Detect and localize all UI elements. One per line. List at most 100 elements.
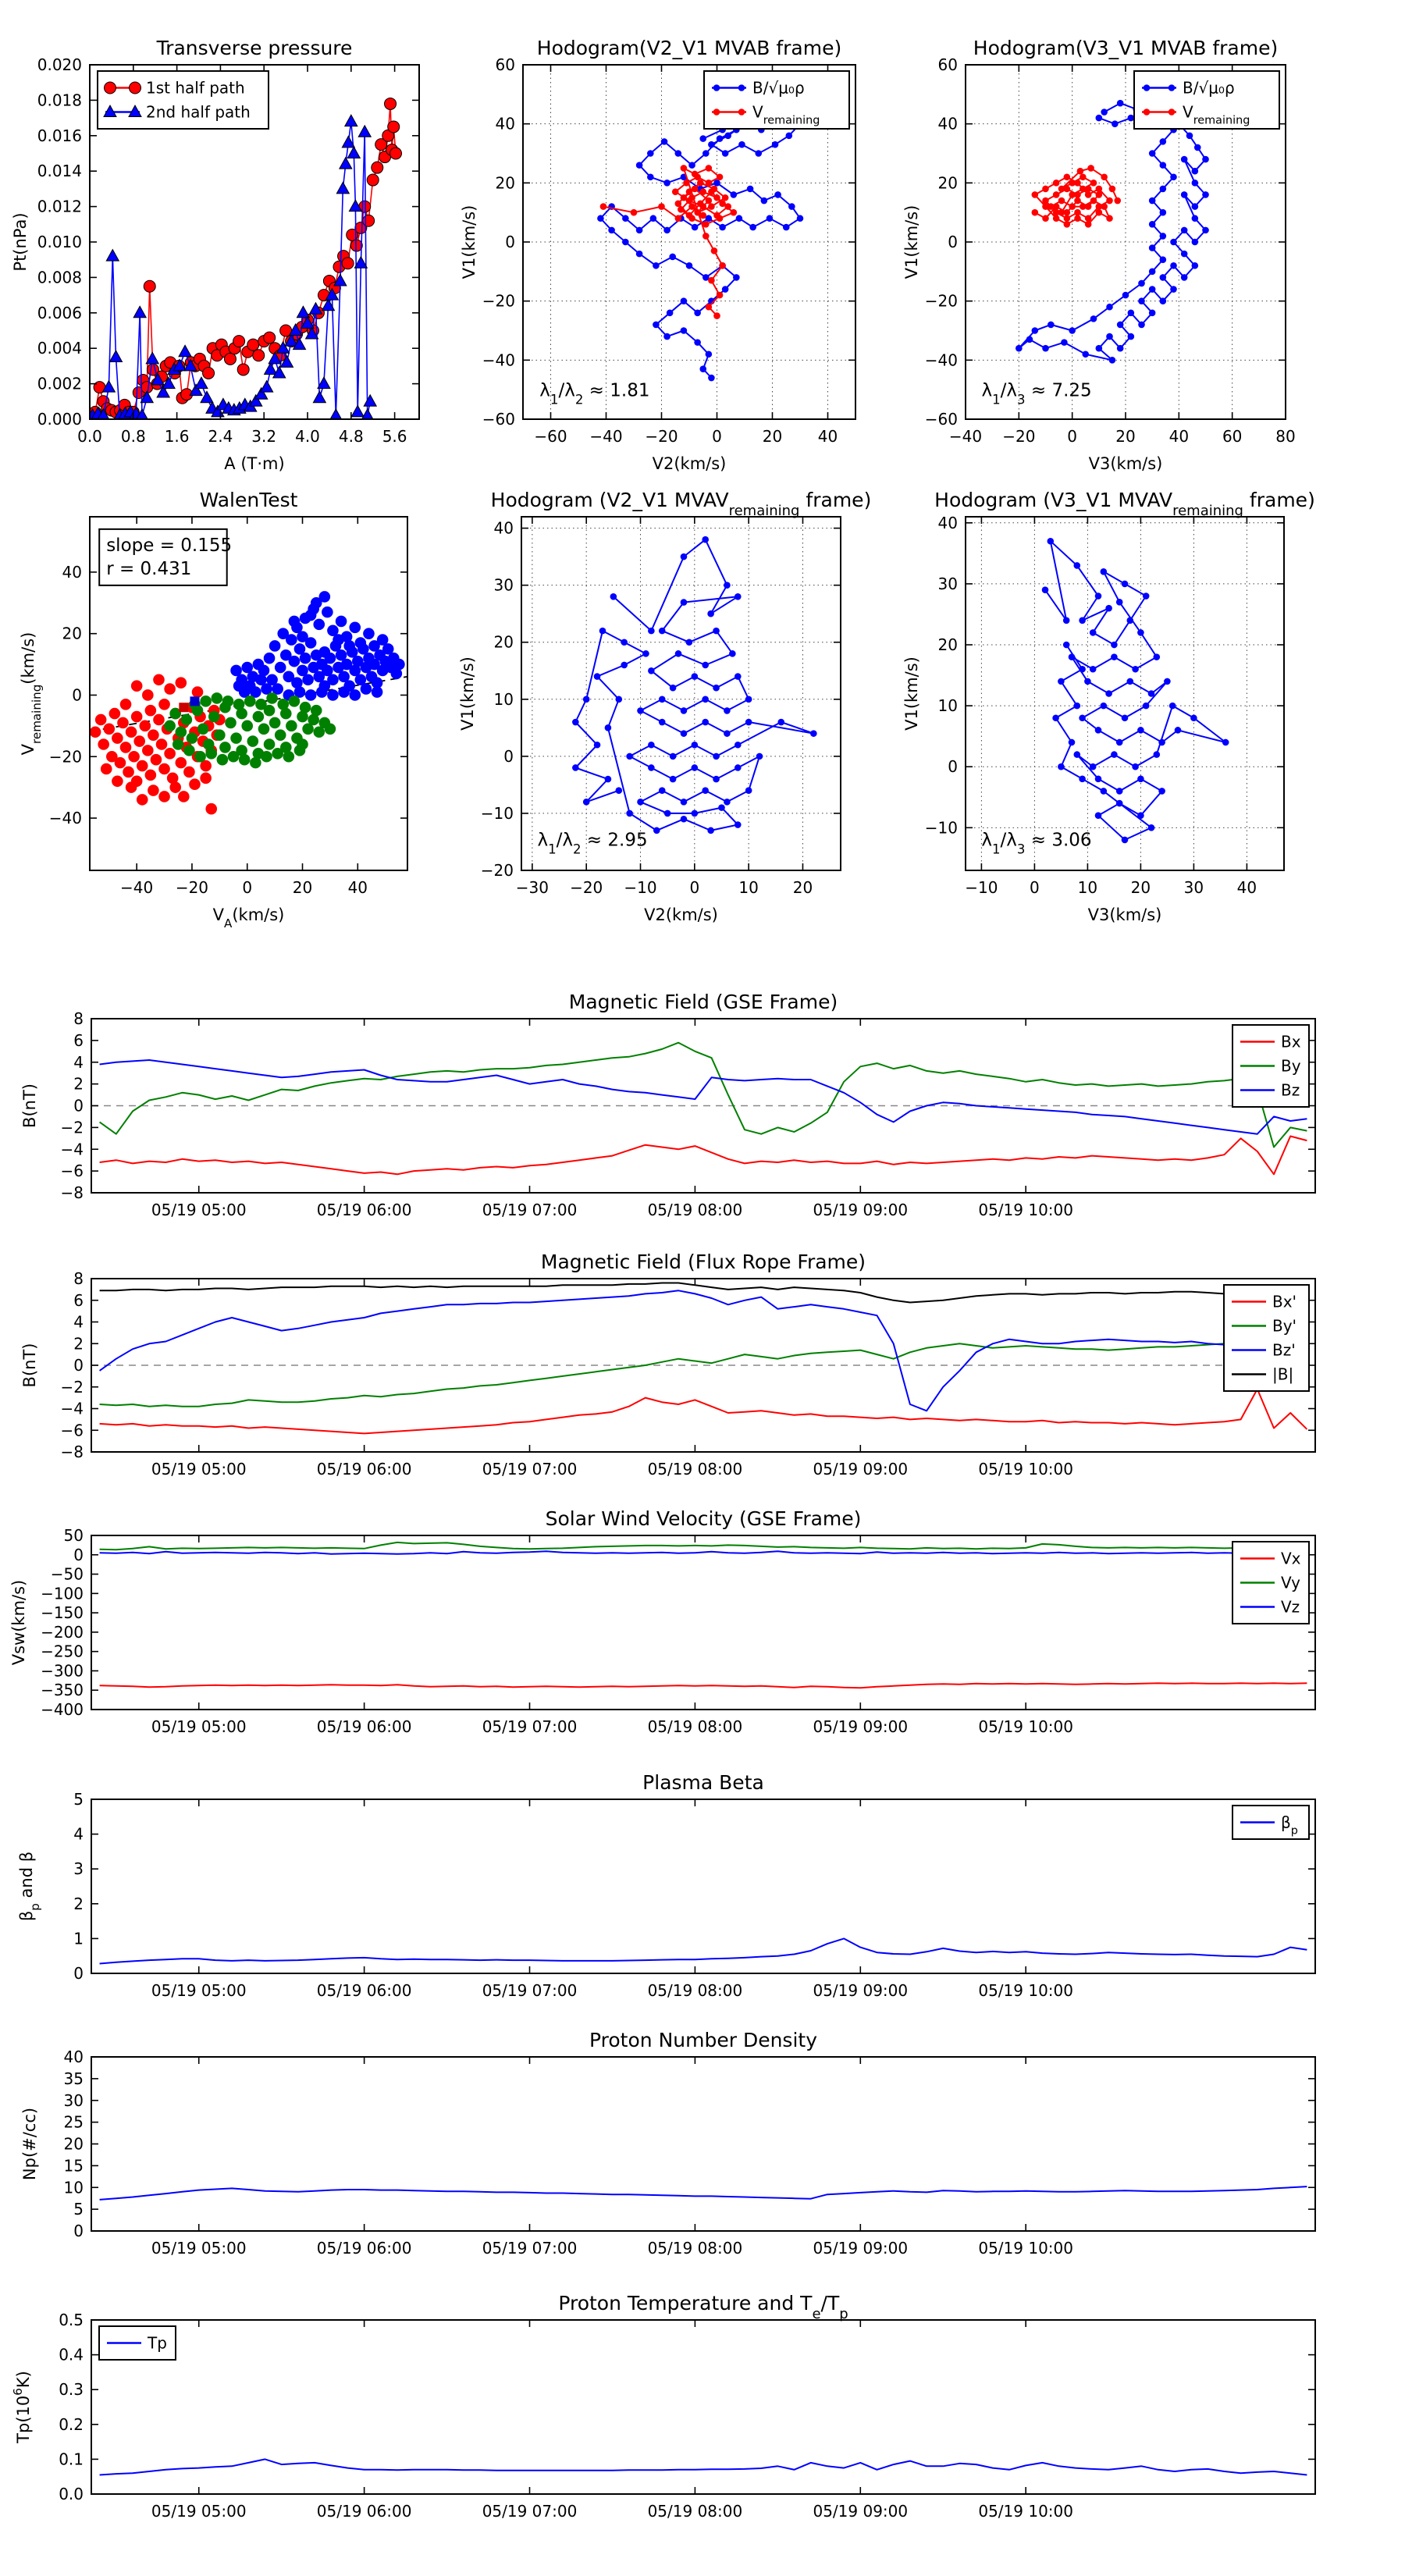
- svg-text:−20: −20: [482, 292, 515, 311]
- p8-legend-label: By': [1272, 1317, 1297, 1336]
- p9-legend-label: Vx: [1281, 1550, 1301, 1568]
- p6-annotation: λ1/λ3 ≈ 3.06: [981, 830, 1091, 856]
- svg-text:40: 40: [938, 115, 958, 133]
- p6-title: Hodogram (V3_V1 MVAVremaining frame): [934, 489, 1315, 519]
- p2-legend-label: B/√μ₀ρ: [752, 79, 805, 98]
- svg-text:−350: −350: [41, 1681, 84, 1699]
- panel-p4: −40 −20 0 20 40 −40 −20 0 20 40 WalenTest VA(km/s) V…: [19, 489, 408, 930]
- svg-text:05/19 05:00: 05/19 05:00: [151, 2502, 247, 2521]
- svg-text:0: 0: [503, 747, 514, 766]
- svg-text:0: 0: [505, 233, 515, 251]
- svg-text:15: 15: [64, 2156, 84, 2175]
- svg-text:0.014: 0.014: [37, 162, 82, 180]
- svg-text:−8: −8: [61, 1443, 84, 1461]
- p2-annotation: λ1/λ2 ≈ 1.81: [539, 380, 649, 407]
- p4-xlabel: VA(km/s): [213, 906, 285, 930]
- p1-series: [90, 97, 403, 419]
- p2-xlabel: V2(km/s): [653, 454, 727, 473]
- p7-title: Magnetic Field (GSE Frame): [569, 991, 838, 1013]
- p3-legend-label: Vremaining: [1183, 103, 1250, 127]
- p6-ylabel: V1(km/s): [902, 656, 921, 731]
- p7-series: [99, 1041, 1307, 1176]
- panel-p10: 05/19 05:00 05/19 06:00 05/19 07:00 05/19 0…: [17, 1771, 1316, 2000]
- p5-title: Hodogram (V2_V1 MVAVremaining frame): [491, 489, 872, 519]
- p3-series: [1016, 99, 1209, 364]
- svg-text:20: 20: [293, 878, 312, 897]
- svg-text:0.018: 0.018: [37, 91, 82, 109]
- svg-text:05/19 05:00: 05/19 05:00: [151, 1981, 247, 2000]
- svg-text:−40: −40: [120, 878, 153, 897]
- svg-text:4: 4: [73, 1053, 84, 1072]
- p2-ylabel: V1(km/s): [460, 205, 478, 279]
- svg-text:4: 4: [73, 1825, 84, 1844]
- p5-xlabel: V2(km/s): [644, 906, 718, 924]
- svg-text:05/19 10:00: 05/19 10:00: [978, 1717, 1073, 1736]
- svg-text:05/19 05:00: 05/19 05:00: [151, 1717, 247, 1736]
- svg-text:05/19 10:00: 05/19 10:00: [978, 2239, 1073, 2258]
- svg-text:0.016: 0.016: [37, 126, 82, 145]
- svg-text:05/19 09:00: 05/19 09:00: [813, 1717, 908, 1736]
- svg-text:05/19 08:00: 05/19 08:00: [648, 2502, 743, 2521]
- svg-text:−2: −2: [61, 1118, 84, 1137]
- svg-text:3: 3: [73, 1859, 84, 1878]
- svg-text:−10: −10: [481, 804, 514, 823]
- p1-ylabel: Pt(nPa): [11, 212, 30, 271]
- svg-text:05/19 08:00: 05/19 08:00: [648, 1717, 743, 1736]
- panel-p7: 05/19 05:00 05/19 06:00 05/19 07:00 05/19 0…: [20, 991, 1316, 1219]
- p5-ylabel: V1(km/s): [458, 656, 477, 731]
- svg-text:−20: −20: [645, 427, 678, 446]
- svg-text:−6: −6: [61, 1421, 84, 1439]
- svg-text:5.6: 5.6: [382, 427, 407, 446]
- p9-series: [99, 1541, 1307, 1689]
- p2-legend-label: Vremaining: [752, 103, 820, 127]
- svg-text:0.002: 0.002: [37, 375, 82, 393]
- p7-ylabel: B(nT): [20, 1083, 39, 1128]
- svg-text:20: 20: [1131, 878, 1151, 897]
- svg-text:−250: −250: [41, 1642, 84, 1661]
- p8-legend-label: Bx': [1272, 1293, 1297, 1311]
- p8-title: Magnetic Field (Flux Rope Frame): [541, 1251, 866, 1273]
- svg-text:0: 0: [689, 878, 699, 897]
- svg-text:20: 20: [938, 635, 958, 654]
- svg-text:0: 0: [712, 427, 722, 446]
- p7-legend-label: Bz: [1281, 1081, 1300, 1100]
- p7-legend-label: By: [1281, 1057, 1301, 1076]
- svg-text:8: 8: [73, 1009, 84, 1028]
- svg-text:−4: −4: [61, 1140, 84, 1158]
- svg-text:1: 1: [73, 1929, 84, 1948]
- svg-text:0.020: 0.020: [37, 55, 82, 74]
- svg-text:20: 20: [496, 173, 515, 192]
- svg-text:50: 50: [64, 1526, 84, 1545]
- panel-p12: 05/19 05:00 05/19 06:00 05/19 07:00 05/19 0…: [11, 2292, 1316, 2521]
- svg-text:40: 40: [64, 2048, 84, 2066]
- svg-text:0: 0: [948, 757, 958, 776]
- svg-text:05/19 06:00: 05/19 06:00: [317, 2239, 412, 2258]
- p8-ylabel: B(nT): [20, 1343, 39, 1388]
- p10-title: Plasma Beta: [642, 1771, 764, 1794]
- svg-text:−60: −60: [482, 410, 515, 429]
- p4-ylabel: Vremaining(km/s): [19, 632, 44, 756]
- svg-text:05/19 10:00: 05/19 10:00: [978, 2502, 1073, 2521]
- p8-series: [99, 1282, 1308, 1435]
- p3-title: Hodogram(V3_V1 MVAB frame): [973, 37, 1278, 59]
- svg-text:40: 40: [938, 514, 958, 532]
- svg-text:−60: −60: [925, 410, 958, 429]
- p10-legend-label: βp: [1281, 1813, 1298, 1838]
- p9-legend-label: Vz: [1281, 1598, 1300, 1617]
- svg-text:−300: −300: [41, 1661, 84, 1680]
- svg-text:−20: −20: [570, 878, 603, 897]
- svg-text:60: 60: [1222, 427, 1242, 446]
- svg-text:0: 0: [1067, 427, 1077, 446]
- p10-series: [99, 1937, 1307, 1965]
- svg-text:25: 25: [64, 2113, 84, 2132]
- svg-text:−8: −8: [61, 1183, 84, 1202]
- svg-text:0: 0: [73, 1964, 84, 1983]
- p9-legend-label: Vy: [1281, 1574, 1300, 1592]
- svg-text:0.5: 0.5: [59, 2311, 84, 2329]
- svg-text:40: 40: [62, 563, 82, 582]
- svg-text:−4: −4: [61, 1400, 84, 1418]
- p12-title: Proton Temperature and Te/Tp: [558, 2292, 848, 2322]
- svg-text:0: 0: [72, 685, 82, 704]
